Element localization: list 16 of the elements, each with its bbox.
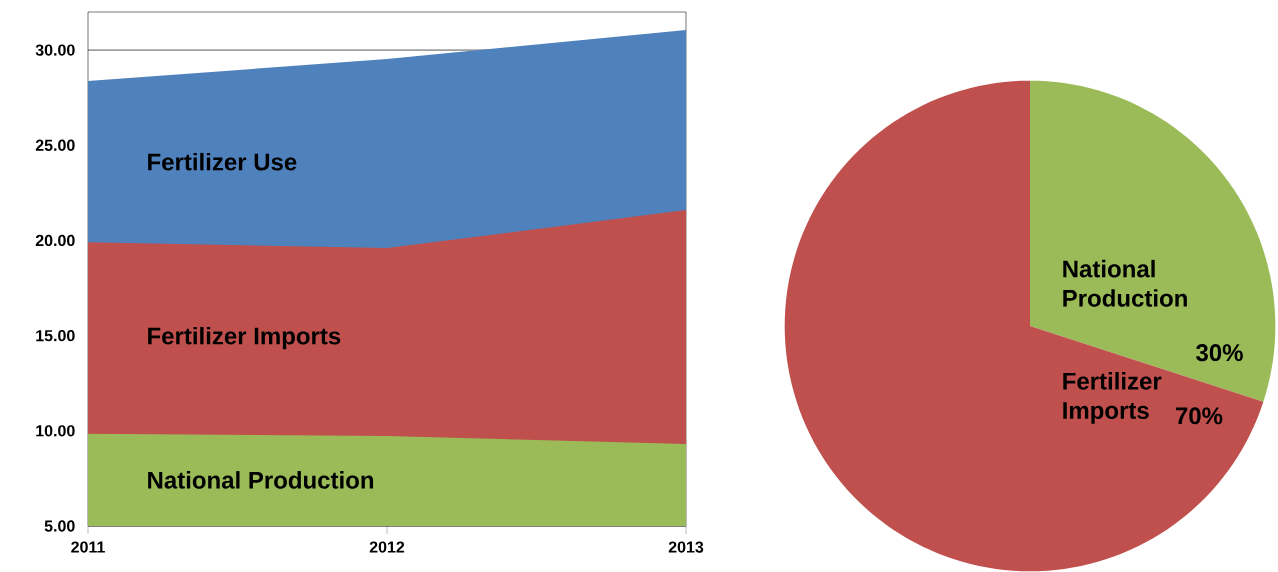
y-tick-label: 5.00 — [44, 520, 75, 532]
data-label: 30% — [1196, 344, 1243, 362]
x-tick-label: 2012 — [369, 541, 405, 553]
slice-label: National Production — [1063, 259, 1187, 307]
y-tick-label: 10.00 — [36, 425, 75, 437]
y-tick-label: 20.00 — [35, 234, 75, 247]
series-label: Fertilizer Use — [148, 152, 297, 171]
slice-label: Fertilizer Imports — [1063, 372, 1162, 424]
y-tick-label: 30.00 — [35, 44, 75, 56]
series-label: National Production — [148, 471, 374, 489]
x-tick-label: 2011 — [71, 541, 105, 553]
y-tick-label: 25.00 — [35, 139, 75, 151]
data-label: 70% — [1175, 407, 1223, 425]
y-tick-label: 15.00 — [36, 329, 75, 342]
x-tick-label: 2013 — [668, 541, 704, 553]
series-label: Fertilizer Imports — [148, 326, 341, 350]
